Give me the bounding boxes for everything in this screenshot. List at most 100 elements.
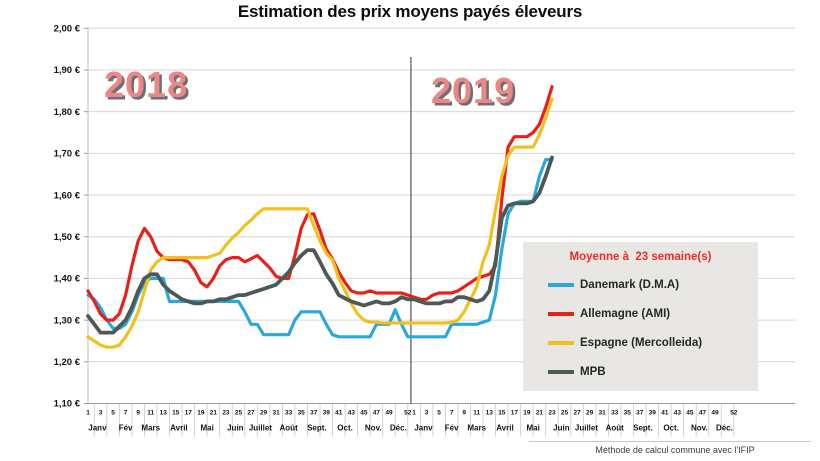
week-label: 19 bbox=[197, 410, 205, 417]
month-label: Fév bbox=[445, 424, 459, 433]
week-label: 7 bbox=[450, 410, 454, 417]
y-axis-label: 1,90 € bbox=[54, 65, 81, 76]
week-label: 31 bbox=[272, 410, 280, 417]
y-axis-label: 1,40 € bbox=[54, 274, 81, 285]
allemagne-line-swatch bbox=[548, 312, 574, 316]
month-label: Oct. bbox=[337, 424, 353, 433]
week-label: 41 bbox=[661, 410, 669, 417]
legend-item-danemark: Danemark (D.M.A) bbox=[548, 278, 758, 292]
week-label: 17 bbox=[185, 410, 193, 417]
series-line-danemark-d-m-a bbox=[86, 158, 554, 339]
month-label: Mai bbox=[200, 424, 213, 433]
legend-item-allemagne: Allemagne (AMI) bbox=[548, 307, 758, 321]
week-label: 47 bbox=[373, 410, 381, 417]
y-axis-label: 1,50 € bbox=[54, 232, 81, 243]
y-axis-label: 2,00 € bbox=[54, 24, 81, 35]
y-axis-label: 1,60 € bbox=[54, 190, 81, 201]
week-label: 7 bbox=[124, 410, 128, 417]
week-label: 23 bbox=[548, 410, 556, 417]
year-label-2018: 2018 bbox=[104, 64, 189, 105]
week-label: 29 bbox=[586, 410, 594, 417]
week-label: 27 bbox=[247, 410, 255, 417]
week-label: 43 bbox=[348, 410, 356, 417]
week-label: 41 bbox=[335, 410, 343, 417]
y-axis-label: 1,20 € bbox=[54, 357, 81, 368]
week-label: 9 bbox=[136, 410, 140, 417]
week-label: 15 bbox=[498, 410, 506, 417]
week-label: 23 bbox=[222, 410, 230, 417]
week-label: 35 bbox=[298, 410, 306, 417]
month-label: Sept. bbox=[307, 424, 327, 433]
mpb-line-swatch bbox=[548, 370, 574, 374]
week-label: 13 bbox=[160, 410, 168, 417]
week-label: 5 bbox=[111, 410, 115, 417]
month-label: Juillet bbox=[249, 424, 272, 433]
month-label: Nov. bbox=[365, 424, 382, 433]
month-label: Juin bbox=[227, 424, 244, 433]
month-label: Janv bbox=[88, 424, 107, 433]
week-label: 45 bbox=[360, 410, 368, 417]
y-axis-label: 1,70 € bbox=[54, 149, 81, 160]
month-label: Fév bbox=[119, 424, 133, 433]
month-label: Sept. bbox=[633, 424, 653, 433]
week-label: 45 bbox=[686, 410, 694, 417]
week-label: 3 bbox=[425, 410, 429, 417]
week-label: 1 bbox=[412, 410, 416, 417]
month-label: Déc. bbox=[716, 424, 733, 433]
week-label: 3 bbox=[99, 410, 103, 417]
series-line-espagne-mercolleida bbox=[86, 97, 554, 349]
month-label: Mars bbox=[467, 424, 486, 433]
footer-divider-line bbox=[529, 441, 811, 442]
week-label: 49 bbox=[385, 410, 393, 417]
month-label: Nov. bbox=[691, 424, 708, 433]
y-axis-label: 1,30 € bbox=[54, 315, 81, 326]
month-label: Janv bbox=[414, 424, 433, 433]
week-label: 33 bbox=[285, 410, 293, 417]
week-label: 29 bbox=[260, 410, 268, 417]
month-label: Avril bbox=[496, 424, 514, 433]
week-label: 33 bbox=[611, 410, 619, 417]
week-label: 52 bbox=[730, 410, 738, 417]
week-label: 25 bbox=[561, 410, 569, 417]
week-label: 49 bbox=[711, 410, 719, 417]
series-line-mpb bbox=[86, 155, 554, 335]
month-label: Oct. bbox=[663, 424, 679, 433]
week-label: 25 bbox=[235, 410, 243, 417]
month-label: Juin bbox=[553, 424, 570, 433]
month-label: Août bbox=[606, 424, 625, 433]
week-label: 21 bbox=[210, 410, 218, 417]
week-label: 52 bbox=[404, 410, 412, 417]
legend-item-mpb: MPB bbox=[548, 365, 758, 379]
week-label: 13 bbox=[486, 410, 494, 417]
year-label-2019: 2019 bbox=[431, 70, 516, 111]
month-label: Déc. bbox=[390, 424, 407, 433]
week-label: 35 bbox=[624, 410, 632, 417]
y-axis-label: 1,10 € bbox=[54, 399, 81, 410]
legend-title: Moyenne à 23 semaine(s) bbox=[569, 251, 712, 263]
week-label: 43 bbox=[674, 410, 682, 417]
legend: Moyenne à 23 semaine(s) Danemark (D.M.A)… bbox=[523, 242, 758, 391]
week-label: 21 bbox=[536, 410, 544, 417]
month-label: Avril bbox=[170, 424, 188, 433]
week-label: 17 bbox=[511, 410, 519, 417]
week-label: 39 bbox=[323, 410, 331, 417]
legend-item-label: Danemark (D.M.A) bbox=[580, 279, 680, 291]
espagne-line-swatch bbox=[548, 341, 574, 345]
week-label: 37 bbox=[310, 410, 318, 417]
month-label: Mai bbox=[526, 424, 539, 433]
legend-item-label: Allemagne (AMI) bbox=[580, 308, 671, 320]
week-label: 5 bbox=[437, 410, 441, 417]
week-label: 37 bbox=[636, 410, 644, 417]
month-label: Mars bbox=[141, 424, 160, 433]
week-label: 9 bbox=[462, 410, 466, 417]
footer-note: Méthode de calcul commune avec l'IFIP bbox=[595, 445, 755, 455]
week-label: 39 bbox=[649, 410, 657, 417]
legend-item-label: MPB bbox=[580, 366, 606, 378]
legend-item-label: Espagne (Mercolleida) bbox=[580, 337, 703, 349]
month-label: Août bbox=[280, 424, 299, 433]
y-axis-label: 1,80 € bbox=[54, 107, 81, 118]
week-label: 19 bbox=[523, 410, 531, 417]
page-title: Estimation des prix moyens payés éleveur… bbox=[237, 2, 583, 21]
week-label: 27 bbox=[573, 410, 581, 417]
